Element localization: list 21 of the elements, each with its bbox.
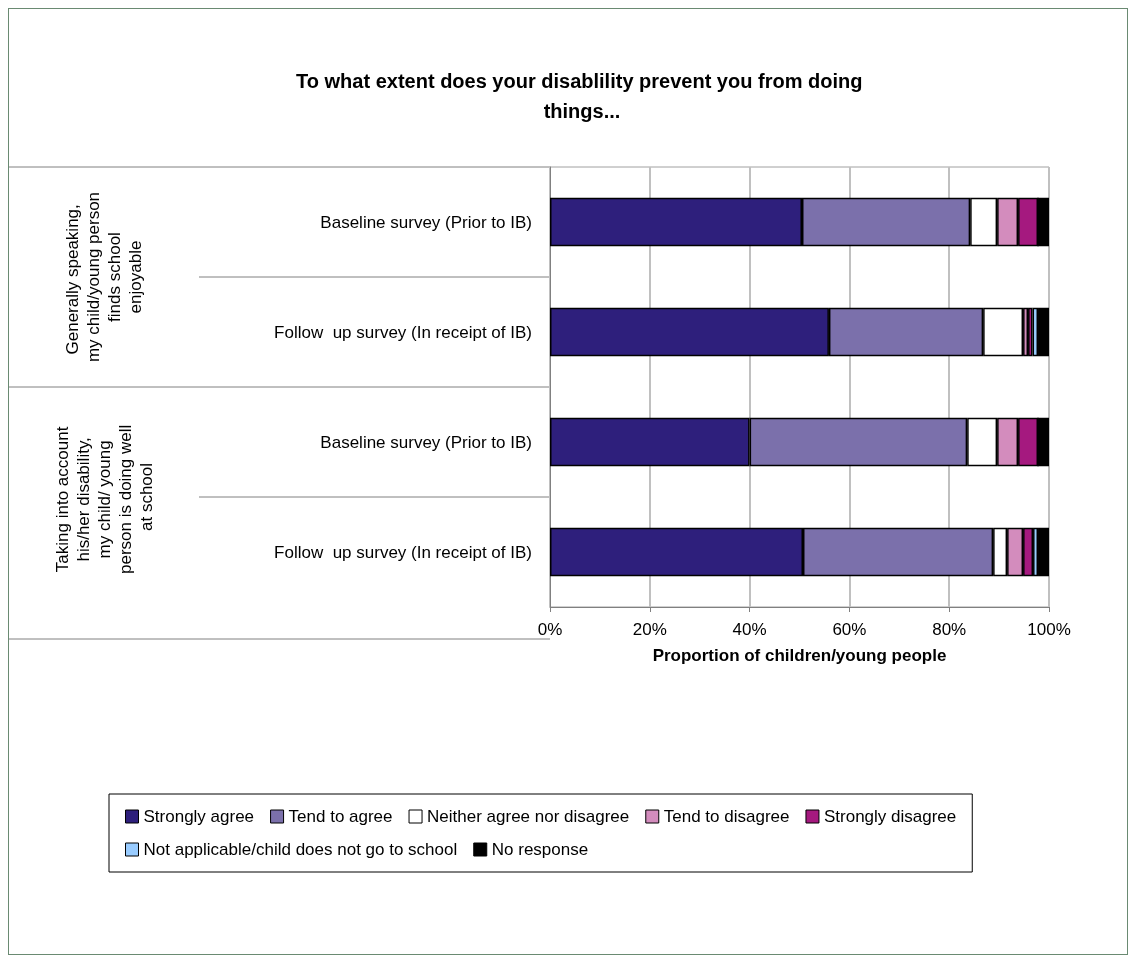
x-tick-label: 60% — [832, 620, 867, 639]
x-tick-label: 0% — [537, 620, 563, 639]
text: Generally speaking, my child/young person finds school enjoyable — [63, 191, 145, 363]
y-tick-label: Follow up survey (In receipt of IB) — [274, 542, 532, 562]
x-axis-title: Proportion of children/young people — [652, 646, 947, 665]
x-tick-label: 40% — [732, 620, 767, 639]
y-tick-label: Baseline survey (Prior to IB) — [320, 212, 532, 232]
legend-label: Strongly agree — [143, 807, 255, 826]
x-tick-label: 100% — [1027, 620, 1071, 639]
legend-label: Tend to disagree — [663, 807, 790, 826]
chart-title: To what extent does your disablility prevent you from doing things... — [296, 70, 868, 122]
y-tick-label: Baseline survey (Prior to IB) — [320, 432, 532, 452]
y-tick-label: Follow up survey (In receipt of IB) — [274, 322, 532, 342]
text: Taking into account his/her disability, my child/ young person is doing well at school — [52, 419, 156, 575]
legend-label: No response — [491, 840, 589, 859]
x-tick-label: 80% — [932, 620, 967, 639]
legend-label: Strongly disagree — [823, 807, 957, 826]
legend-label: Tend to agree — [288, 807, 393, 826]
legend-label: Not applicable/child does not go to school — [143, 840, 458, 859]
legend-label: Neither agree nor disagree — [427, 807, 630, 826]
x-tick-label: 20% — [632, 620, 667, 639]
